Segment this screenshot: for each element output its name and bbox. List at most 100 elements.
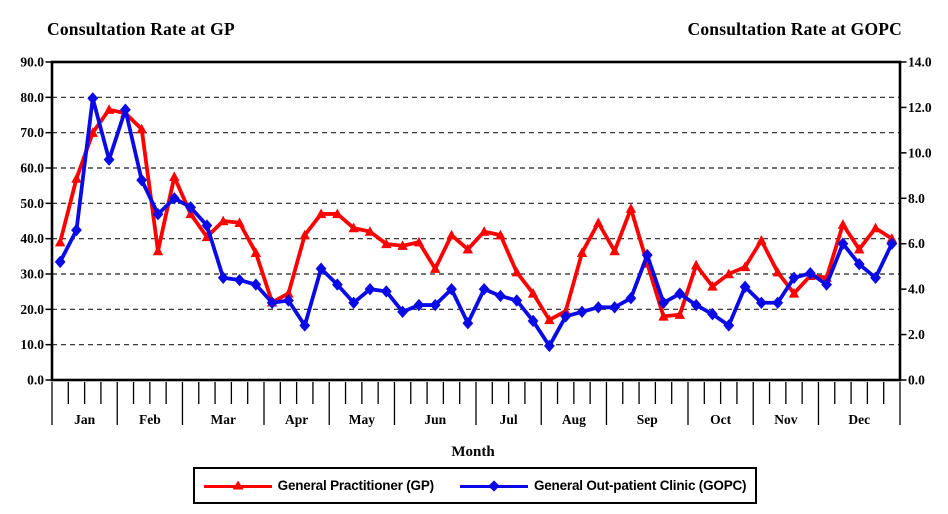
gopc-data-point bbox=[788, 271, 800, 284]
gopc-data-point bbox=[87, 92, 99, 105]
right-axis-tick-label: 2.0 bbox=[908, 327, 925, 342]
gopc-data-point bbox=[853, 257, 865, 271]
gopc-data-point bbox=[658, 296, 669, 309]
gp-data-point bbox=[413, 236, 425, 247]
gopc-data-point bbox=[446, 282, 457, 296]
right-axis-tick-label: 14.0 bbox=[908, 55, 932, 70]
gp-data-point bbox=[576, 247, 588, 257]
left-axis-tick-label: 20.0 bbox=[20, 302, 44, 317]
left-axis-tick-label: 90.0 bbox=[20, 55, 44, 70]
gopc-data-point bbox=[315, 262, 327, 275]
month-label-mar: Mar bbox=[210, 412, 235, 427]
month-label-aug: Aug bbox=[562, 412, 586, 427]
gopc-data-point bbox=[707, 307, 718, 321]
gopc-data-point bbox=[364, 282, 376, 296]
gp-data-point bbox=[103, 104, 115, 114]
left-axis-tick-label: 40.0 bbox=[20, 231, 44, 246]
right-axis-tick-label: 12.0 bbox=[908, 100, 932, 115]
month-label-feb: Feb bbox=[139, 412, 161, 427]
gp-data-point bbox=[478, 226, 490, 236]
gopc-data-point bbox=[739, 280, 751, 294]
gp-data-point bbox=[837, 219, 849, 229]
legend: General Practitioner (GP) General Out-pa… bbox=[193, 467, 757, 504]
plot-frame bbox=[50, 60, 902, 382]
gp-data-point bbox=[511, 266, 522, 277]
left-axis-tick-label: 50.0 bbox=[20, 196, 44, 211]
gopc-data-point bbox=[266, 296, 278, 309]
gp-data-point bbox=[658, 311, 669, 321]
gopc-data-point bbox=[217, 271, 229, 284]
gopc-data-point bbox=[136, 173, 148, 187]
gp-data-point bbox=[674, 309, 686, 319]
month-label-oct: Oct bbox=[710, 412, 731, 427]
gopc-data-point bbox=[495, 289, 506, 303]
gp-data-point bbox=[707, 280, 718, 291]
gp-data-point bbox=[495, 229, 506, 240]
gp-line-sample bbox=[203, 480, 272, 492]
month-label-sep: Sep bbox=[637, 412, 658, 427]
gopc-data-point bbox=[462, 317, 474, 330]
month-label-jan: Jan bbox=[74, 412, 96, 427]
month-label-nov: Nov bbox=[774, 412, 797, 427]
gp-data-point bbox=[283, 288, 294, 298]
left-axis-title: Consultation Rate at GP bbox=[47, 19, 235, 39]
month-label-jun: Jun bbox=[424, 412, 446, 427]
gp-data-point bbox=[462, 243, 474, 254]
gp-data-point bbox=[218, 215, 229, 226]
gp-data-point bbox=[527, 288, 539, 298]
month-label-dec: Dec bbox=[848, 412, 870, 427]
right-axis-tick-label: 0.0 bbox=[908, 373, 925, 388]
left-axis-tick-label: 0.0 bbox=[27, 373, 44, 388]
gp-data-point bbox=[348, 222, 359, 233]
gopc-data-point bbox=[821, 278, 833, 291]
gp-data-point bbox=[364, 226, 376, 236]
gp-data-point bbox=[739, 261, 751, 272]
legend-label-gopc: General Out-patient Clinic (GOPC) bbox=[533, 478, 747, 493]
month-label-jul: Jul bbox=[500, 412, 518, 427]
gopc-data-point bbox=[201, 219, 213, 232]
right-axis-title: Consultation Rate at GOPC bbox=[687, 19, 902, 39]
gp-data-point bbox=[430, 263, 441, 273]
series-line-gopc bbox=[58, 96, 894, 348]
gp-data-point bbox=[136, 123, 147, 134]
gopc-data-point bbox=[511, 294, 523, 307]
gopc-data-point bbox=[837, 237, 849, 250]
gopc-data-point bbox=[413, 298, 425, 312]
right-axis-tick-label: 6.0 bbox=[908, 236, 925, 251]
left-axis-tick-label: 70.0 bbox=[20, 125, 44, 140]
gopc-data-point bbox=[755, 296, 767, 309]
gopc-data-point bbox=[690, 298, 702, 312]
gp-data-point bbox=[299, 229, 310, 240]
gp-data-point bbox=[152, 245, 164, 256]
gopc-data-point bbox=[609, 301, 621, 314]
month-label-apr: Apr bbox=[285, 412, 308, 427]
gopc-data-point bbox=[543, 339, 555, 353]
gp-data-point bbox=[315, 208, 327, 219]
gp-data-point bbox=[854, 243, 865, 254]
gopc-data-point bbox=[331, 278, 343, 291]
gp-data-point bbox=[71, 173, 82, 183]
gp-data-point bbox=[723, 268, 734, 279]
gopc-data-point bbox=[641, 248, 653, 262]
gopc-data-point bbox=[168, 192, 180, 205]
gopc-data-point bbox=[886, 237, 898, 250]
gp-data-point bbox=[332, 208, 343, 219]
gp-data-point bbox=[772, 266, 783, 277]
gopc-data-point bbox=[560, 310, 572, 323]
gopc-data-point bbox=[348, 296, 360, 309]
gopc-data-point bbox=[397, 305, 409, 319]
gopc-data-point bbox=[804, 267, 816, 280]
gopc-data-point bbox=[119, 103, 131, 116]
month-label-may: May bbox=[349, 412, 375, 427]
gopc-data-point bbox=[152, 207, 164, 221]
gp-data-point bbox=[381, 238, 392, 249]
gopc-data-point bbox=[54, 255, 66, 269]
x-axis-title: Month bbox=[451, 444, 495, 460]
gopc-data-point bbox=[674, 287, 686, 300]
gopc-data-point bbox=[103, 153, 115, 166]
gp-data-point bbox=[250, 247, 262, 257]
gopc-data-point bbox=[283, 294, 294, 307]
gp-data-point bbox=[690, 259, 702, 270]
